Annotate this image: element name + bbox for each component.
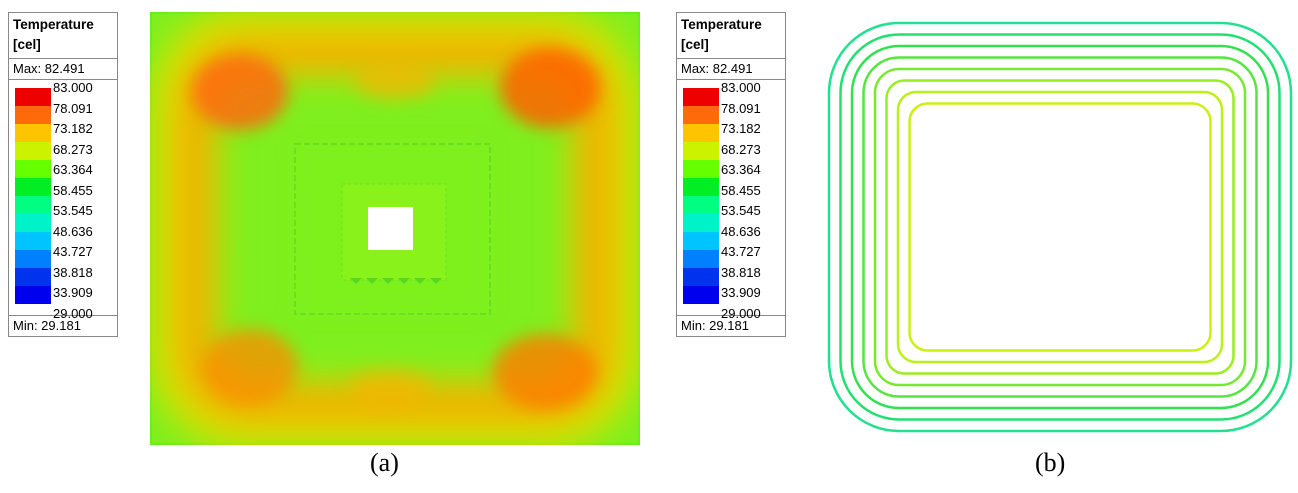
- coil-turn: [839, 33, 1281, 421]
- legend-swatch: [683, 178, 719, 196]
- legend-tick-label: 53.545: [721, 203, 761, 218]
- legend-color-scale: 83.000 78.091 73.182 68.273 63.364 58.455 53.5…: [677, 80, 785, 321]
- legend-swatch: [683, 268, 719, 286]
- legend-title: Temperature [cel]: [677, 13, 785, 59]
- legend-tick-label: 73.182: [53, 121, 93, 136]
- legend-swatch: [683, 88, 719, 106]
- legend-max-label: Max: 82.491: [9, 59, 117, 80]
- legend-swatch: [683, 124, 719, 142]
- legend-swatch: [683, 142, 719, 160]
- legend-swatch: [683, 196, 719, 214]
- coil-turn: [896, 90, 1224, 364]
- legend-tick-label: 43.727: [53, 244, 93, 259]
- legend-swatch: [683, 106, 719, 124]
- legend-tick-label: 83.000: [721, 80, 761, 95]
- legend-swatch: [15, 88, 51, 106]
- legend-swatches: [683, 88, 719, 304]
- coil-turn: [908, 102, 1212, 352]
- legend-tick-label: 58.455: [53, 182, 93, 198]
- legend-tick-label: 33.909: [721, 285, 761, 300]
- coil-windings: [827, 21, 1293, 433]
- legend-tick-label: 43.727: [721, 244, 761, 259]
- temperature-legend-a: Temperature [cel] Max: 82.491 83.000 78.0…: [8, 12, 118, 337]
- legend-tick-label: 38.818: [53, 264, 93, 280]
- legend-min-label: Min: 29.181: [677, 315, 785, 336]
- coil-turn: [873, 67, 1247, 387]
- caption-a: (a): [370, 448, 399, 477]
- legend-swatch: [15, 178, 51, 196]
- legend-swatch: [683, 160, 719, 178]
- legend-title-line1: Temperature: [681, 17, 762, 32]
- legend-tick-label: 29.000: [53, 305, 93, 321]
- legend-swatch: [15, 196, 51, 214]
- legend-swatch: [15, 142, 51, 160]
- legend-tick-label: 53.545: [53, 203, 93, 218]
- legend-tick-label: 33.909: [53, 285, 93, 300]
- legend-swatch: [15, 214, 51, 232]
- temperature-heatmap: [150, 12, 640, 445]
- coil-turn: [885, 79, 1235, 375]
- legend-max-label: Max: 82.491: [677, 59, 785, 80]
- legend-swatch: [683, 286, 719, 304]
- legend-tick-label: 63.364: [53, 162, 93, 177]
- legend-tick-label: 78.091: [721, 100, 761, 116]
- legend-swatch: [15, 250, 51, 268]
- legend-title-line2: [cel]: [13, 37, 41, 52]
- legend-tick-label: 68.273: [53, 141, 93, 157]
- legend-color-scale: 83.000 78.091 73.182 68.273 63.364 58.455 53.5…: [9, 80, 117, 321]
- legend-tick-label: 73.182: [721, 121, 761, 136]
- legend-swatch: [15, 124, 51, 142]
- legend-swatch: [683, 232, 719, 250]
- legend-tick-label: 63.364: [721, 162, 761, 177]
- legend-tick-label: 38.818: [721, 264, 761, 280]
- legend-tick-label: 48.636: [721, 223, 761, 239]
- legend-swatch: [683, 214, 719, 232]
- legend-tick-label: 58.455: [721, 182, 761, 198]
- legend-swatch: [15, 232, 51, 250]
- legend-swatches: [15, 88, 51, 304]
- coil-turn: [850, 44, 1270, 410]
- coil-turn: [827, 21, 1293, 433]
- coil-turn: [862, 56, 1258, 398]
- legend-tick-label: 78.091: [53, 100, 93, 116]
- legend-title-line2: [cel]: [681, 37, 709, 52]
- core-hole: [368, 207, 413, 250]
- legend-tick-label: 68.273: [721, 141, 761, 157]
- legend-tick-label: 48.636: [53, 223, 93, 239]
- legend-swatch: [15, 106, 51, 124]
- legend-swatch: [15, 160, 51, 178]
- legend-swatch: [15, 268, 51, 286]
- caption-b: (b): [1035, 448, 1066, 477]
- legend-tick-label: 29.000: [721, 305, 761, 321]
- legend-swatch: [15, 286, 51, 304]
- legend-title: Temperature [cel]: [9, 13, 117, 59]
- legend-title-line1: Temperature: [13, 17, 94, 32]
- legend-tick-label: 83.000: [53, 80, 93, 95]
- legend-min-label: Min: 29.181: [9, 315, 117, 336]
- legend-swatch: [683, 250, 719, 268]
- temperature-legend-b: Temperature [cel] Max: 82.491 83.000 78.0…: [676, 12, 786, 337]
